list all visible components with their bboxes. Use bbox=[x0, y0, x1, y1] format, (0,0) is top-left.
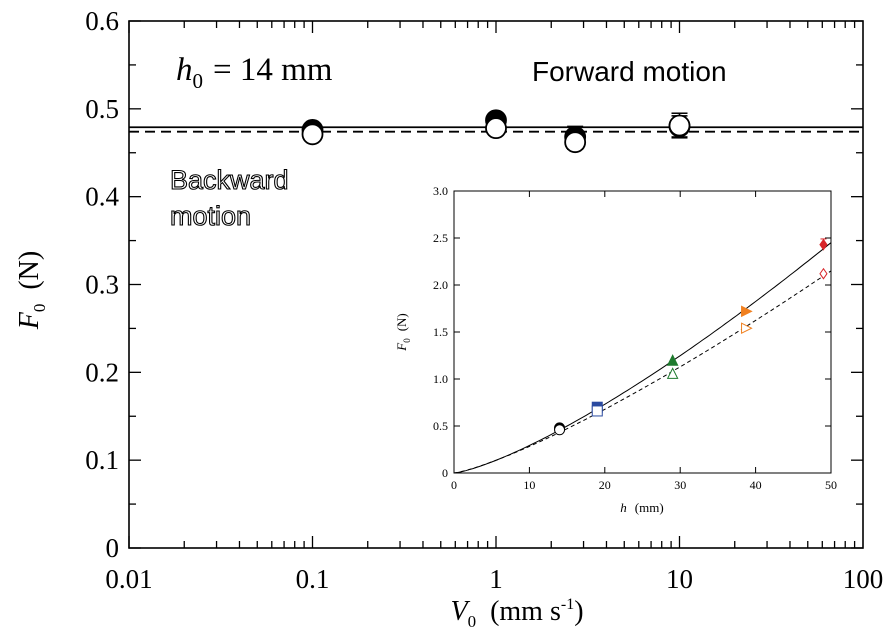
main-y-label-unit: (N) bbox=[14, 251, 45, 290]
main-x-tick-labels: 0.01 0.1 1 10 100 bbox=[105, 564, 883, 594]
inset-x-tick-label: 10 bbox=[523, 478, 535, 492]
main-x-tick-label: 1 bbox=[489, 564, 503, 594]
inset-backward-square-point bbox=[591, 405, 603, 417]
inset-x-tick-label: 40 bbox=[750, 478, 762, 492]
main-data-points bbox=[301, 109, 691, 154]
main-x-label-subscript: 0 bbox=[468, 612, 477, 631]
main-x-label-symbol: V bbox=[450, 596, 470, 627]
main-y-label-symbol: F bbox=[14, 311, 45, 330]
inset-fit-curves bbox=[453, 242, 832, 474]
main-x-label-unit: (mm s bbox=[490, 596, 561, 627]
main-y-axis-label: F0 (N) bbox=[14, 251, 49, 330]
backward-data-point bbox=[301, 123, 324, 146]
inset-forward-triangle-right-point bbox=[741, 305, 753, 318]
main-y-tick-label: 0.2 bbox=[85, 357, 119, 387]
inset-data-points bbox=[554, 238, 828, 436]
inset-x-tick-label: 20 bbox=[599, 478, 611, 492]
inset-y-label-unit: (N) bbox=[394, 313, 409, 331]
backward-motion-label-line2: motion bbox=[170, 201, 251, 231]
inset-y-tick-labels: 0 0.5 1.0 1.5 2.0 2.5 3.0 bbox=[433, 184, 448, 480]
main-axis-ticks bbox=[128, 20, 863, 549]
main-x-label-unit-end: ) bbox=[574, 596, 583, 627]
main-y-tick-label: 0.3 bbox=[85, 270, 119, 300]
backward-data-point bbox=[668, 114, 691, 137]
main-y-tick-label: 0.5 bbox=[85, 94, 119, 124]
main-x-axis-label: V0 (mm s-1) bbox=[450, 596, 583, 631]
inset-backward-diamond-point bbox=[819, 267, 828, 280]
main-y-tick-labels: 0 0.1 0.2 0.3 0.4 0.5 0.6 bbox=[85, 6, 119, 563]
inset-y-tick-label: 0.5 bbox=[433, 419, 448, 433]
inset-backward-triangle-right-point bbox=[741, 322, 753, 335]
inset-plot-frame bbox=[453, 190, 832, 474]
inset-y-label-subscript: 0 bbox=[402, 338, 412, 343]
inset-y-axis-label: F0 (N) bbox=[394, 313, 412, 352]
inset-y-tick-label: 1.0 bbox=[433, 372, 448, 386]
h0-symbol: h bbox=[176, 52, 193, 88]
main-y-tick-label: 0.1 bbox=[85, 445, 119, 475]
inset-x-axis-label: h (mm) bbox=[620, 500, 663, 515]
inset-x-label-symbol: h bbox=[620, 500, 627, 515]
inset-y-tick-label: 2.0 bbox=[433, 278, 448, 292]
inset-x-tick-label: 50 bbox=[825, 478, 837, 492]
inset-backward-fit-curve bbox=[453, 270, 832, 474]
inset-y-label-symbol: F bbox=[394, 342, 409, 352]
main-x-tick-label: 100 bbox=[843, 564, 884, 594]
backward-data-point bbox=[485, 117, 507, 140]
inset-x-tick-labels: 0 10 20 30 40 50 bbox=[451, 478, 837, 492]
main-x-tick-label: 0.1 bbox=[296, 564, 330, 594]
inset-y-tick-label: 3.0 bbox=[433, 184, 448, 198]
backward-motion-label-line1: Backward bbox=[170, 165, 289, 195]
forward-motion-label: Forward motion bbox=[532, 56, 727, 87]
main-x-tick-label: 10 bbox=[666, 564, 693, 594]
backward-data-point bbox=[564, 131, 587, 154]
inset-y-tick-label: 2.5 bbox=[433, 231, 448, 245]
main-y-tick-label: 0.4 bbox=[85, 182, 119, 212]
h0-subscript: 0 bbox=[193, 69, 204, 93]
inset-x-label-unit: (mm) bbox=[635, 500, 664, 515]
inset-x-tick-label: 0 bbox=[451, 478, 457, 492]
inset-x-tick-label: 30 bbox=[674, 478, 686, 492]
inset-y-tick-label: 0 bbox=[442, 466, 448, 480]
main-y-tick-label: 0.6 bbox=[85, 6, 119, 36]
inset-y-tick-label: 1.5 bbox=[433, 325, 448, 339]
h0-annotation: h0 = 14 mm bbox=[176, 52, 333, 93]
main-x-label-unit-superscript: -1 bbox=[561, 596, 574, 613]
main-y-label-subscript: 0 bbox=[30, 304, 49, 313]
inset-forward-diamond-point bbox=[819, 238, 828, 251]
h0-value: = 14 mm bbox=[213, 52, 333, 88]
inset-backward-triangle-up-point bbox=[666, 367, 679, 379]
main-y-tick-label: 0 bbox=[106, 533, 120, 563]
main-x-tick-label: 0.01 bbox=[105, 564, 152, 594]
inset-axis-ticks bbox=[453, 190, 832, 474]
inset-backward-circle-point bbox=[554, 424, 566, 436]
inset-forward-triangle-up-point bbox=[666, 354, 679, 366]
